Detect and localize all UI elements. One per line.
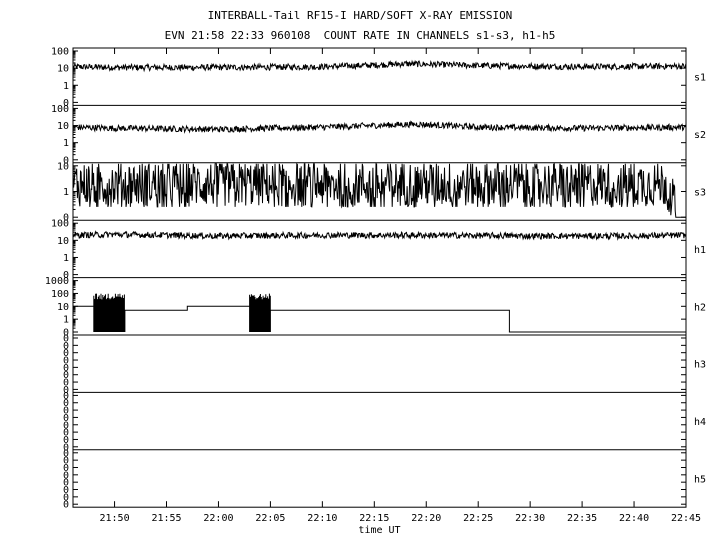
y-tick-label: 0 bbox=[63, 370, 69, 381]
y-tick-label: 0 bbox=[63, 485, 69, 496]
y-tick-label: 0 bbox=[63, 155, 69, 166]
y-tick-label: 1 bbox=[63, 187, 69, 198]
y-tick-label: 1 bbox=[63, 81, 69, 92]
series-line-h2 bbox=[73, 293, 686, 333]
chart-title: INTERBALL-Tail RF15-I HARD/SOFT X-RAY EM… bbox=[207, 9, 513, 22]
y-tick-label: 100 bbox=[51, 47, 69, 58]
x-tick-label: 22:25 bbox=[463, 513, 493, 524]
x-tick-label: 21:55 bbox=[151, 513, 181, 524]
y-tick-label: 0 bbox=[63, 500, 69, 511]
y-tick-label: 0 bbox=[63, 435, 69, 446]
y-tick-label: 1 bbox=[63, 315, 69, 326]
y-tick-label: 0 bbox=[63, 448, 69, 459]
channel-label-s3: s3 bbox=[694, 188, 706, 199]
channel-label-h1: h1 bbox=[694, 245, 706, 256]
y-tick-label: 0 bbox=[63, 463, 69, 474]
channel-label-h5: h5 bbox=[694, 475, 706, 486]
y-tick-label: 0 bbox=[63, 398, 69, 409]
x-tick-label: 22:45 bbox=[671, 513, 701, 524]
y-tick-label: 0 bbox=[63, 456, 69, 467]
x-tick-label: 22:10 bbox=[307, 513, 337, 524]
y-tick-label: 0 bbox=[63, 391, 69, 402]
channel-label-h2: h2 bbox=[694, 302, 706, 313]
x-tick-label: 22:40 bbox=[619, 513, 649, 524]
y-tick-label: 0 bbox=[63, 385, 69, 396]
y-tick-label: 0 bbox=[63, 356, 69, 367]
y-tick-label: 10 bbox=[57, 121, 69, 132]
y-tick-label: 1 bbox=[63, 138, 69, 149]
y-tick-label: 0 bbox=[63, 98, 69, 109]
y-tick-label: 0 bbox=[63, 334, 69, 345]
y-tick-label: 0 bbox=[63, 420, 69, 431]
x-tick-label: 22:35 bbox=[567, 513, 597, 524]
y-tick-label: 0 bbox=[63, 406, 69, 417]
y-tick-label: 0 bbox=[63, 478, 69, 489]
y-tick-label: 0 bbox=[63, 428, 69, 439]
x-tick-label: 22:05 bbox=[255, 513, 285, 524]
y-tick-label: 100 bbox=[51, 289, 69, 300]
y-tick-label: 0 bbox=[63, 492, 69, 503]
y-tick-label: 0 bbox=[63, 213, 69, 224]
series-line-s1 bbox=[72, 59, 687, 73]
y-tick-label: 0 bbox=[63, 378, 69, 389]
y-tick-label: 100 bbox=[51, 219, 69, 230]
y-tick-label: 0 bbox=[63, 270, 69, 281]
y-tick-label: 0 bbox=[63, 442, 69, 453]
x-tick-label: 22:20 bbox=[411, 513, 441, 524]
y-tick-label: 10 bbox=[57, 161, 69, 172]
channel-label-h4: h4 bbox=[694, 417, 706, 428]
y-tick-label: 100 bbox=[51, 104, 69, 115]
y-tick-label: 1000 bbox=[45, 276, 69, 287]
y-tick-label: 0 bbox=[63, 328, 69, 339]
y-tick-label: 1 bbox=[63, 253, 69, 264]
y-tick-label: 0 bbox=[63, 470, 69, 481]
y-tick-label: 0 bbox=[63, 363, 69, 374]
y-tick-label: 10 bbox=[57, 302, 69, 313]
chart-subtitle: EVN 21:58 22:33 960108 COUNT RATE IN CHA… bbox=[164, 29, 556, 42]
x-tick-label: 22:00 bbox=[203, 513, 233, 524]
y-tick-label: 0 bbox=[63, 348, 69, 359]
y-tick-label: 10 bbox=[57, 64, 69, 75]
series-line-s3 bbox=[72, 162, 686, 218]
channel-label-s2: s2 bbox=[694, 130, 706, 141]
series-line-s2 bbox=[72, 120, 687, 134]
series-line-h1 bbox=[72, 230, 687, 241]
x-axis-label: time UT bbox=[358, 525, 400, 536]
x-tick-label: 21:50 bbox=[100, 513, 130, 524]
y-tick-label: 10 bbox=[57, 236, 69, 247]
channel-label-h3: h3 bbox=[694, 360, 706, 371]
y-tick-label: 0 bbox=[63, 341, 69, 352]
y-tick-label: 0 bbox=[63, 413, 69, 424]
channel-label-s1: s1 bbox=[694, 73, 706, 84]
x-tick-label: 22:30 bbox=[515, 513, 545, 524]
x-tick-label: 22:15 bbox=[359, 513, 389, 524]
